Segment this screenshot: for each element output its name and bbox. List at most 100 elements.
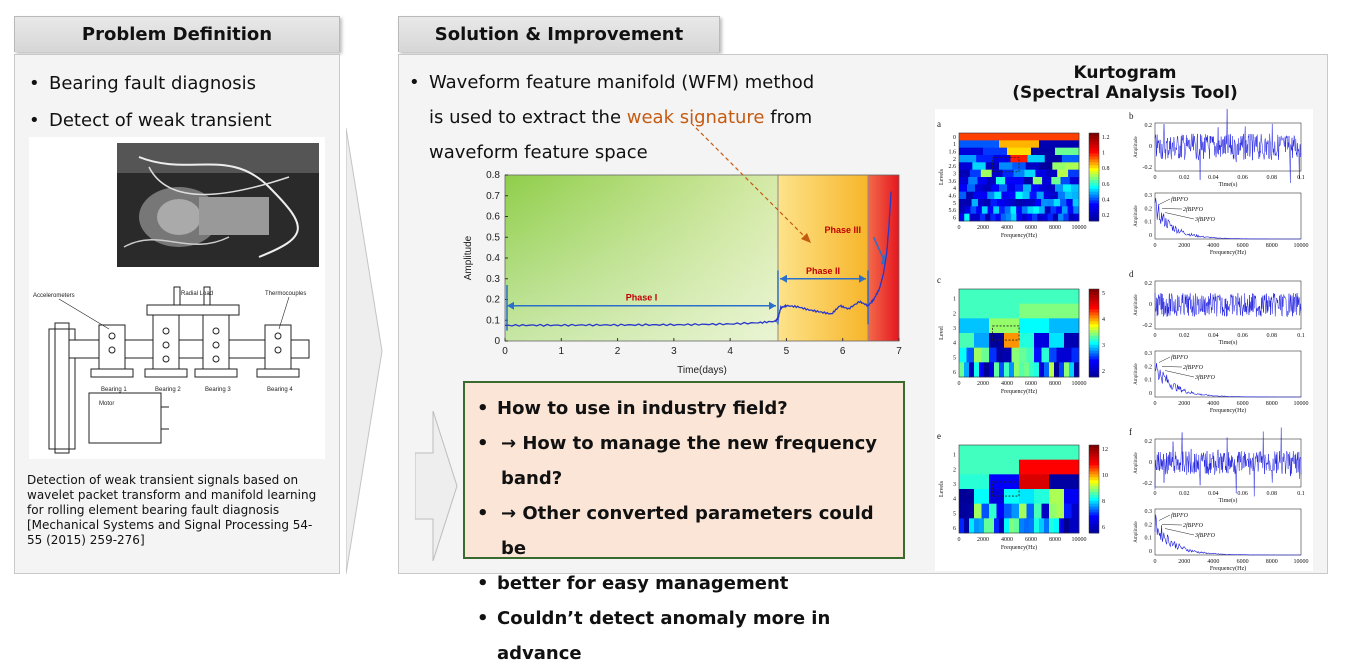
levels-axis-label: Levels [939,168,945,185]
colorbar-cell [1089,294,1099,299]
kurtogram-cell [1024,362,1030,378]
bullet-wfm: Waveform feature manifold (WFM) method i… [407,65,907,170]
time-tick-label: 0.06 [1237,491,1248,497]
freq-tick-label: 8000 [1049,381,1061,387]
colorbar-tick-label: 1 [1102,151,1105,157]
kurtogram-cell [1044,155,1063,163]
kurtogram-cell [1004,333,1020,348]
kurtogram-cell [1071,191,1080,200]
kurtogram-cell [959,318,990,334]
kurtogram-cell [1073,213,1080,222]
kurtogram-cell [959,333,975,348]
problem-definition-tab[interactable]: Problem Definition [14,16,340,52]
label-bearing4: Bearing 4 [267,387,293,393]
colorbar-cell [1089,530,1099,534]
colorbar-tick-label: 2 [1102,369,1105,375]
solution-tab[interactable]: Solution & Improvement [398,16,720,52]
kurtogram-cell [996,199,1004,207]
kurtogram-cell [964,518,970,534]
chart-xlabel: Time(days) [677,365,727,376]
kurtogram-cell [1052,213,1059,222]
wfm-line1: Waveform feature manifold (WFM) method [429,72,815,93]
kurtogram-cell [991,184,1000,192]
level-tick-label: 1 [953,142,956,148]
label-bearing3: Bearing 3 [205,387,231,393]
kurtogram-cell [1069,177,1080,185]
colorbar-cell [1089,321,1099,325]
colorbar-cell [1089,359,1099,363]
colorbar-cell [1089,306,1099,310]
kurtogram-cell [1010,155,1028,163]
colorbar-cell [1089,150,1099,154]
kurtogram-cell [977,177,987,185]
kurtogram-cell [969,518,975,534]
kurtogram-cell [959,199,966,207]
colorbar-cell [1089,215,1099,219]
kurtogram-cell [1009,518,1015,534]
kurtogram-cell [1061,155,1080,163]
colorbar-cell [1089,515,1099,519]
freq-tick-label: 2000 [977,381,989,387]
level-tick-label: 5 [953,511,956,517]
kurtogram-cell [959,213,965,222]
time-axis-label: Time(s) [1219,181,1238,188]
amp-axis-label: Amplitude [1134,363,1139,385]
fault-freq-pointer [1164,528,1195,536]
phase-label: Phase III [824,225,861,235]
kurtogram-cell [1009,199,1017,207]
kurtogram-cell [1014,518,1020,534]
level-tick-label: 5 [953,201,956,207]
wfm-line2-post: from [764,107,813,128]
kurtogram-cell [1004,518,1010,534]
kurtogram-cell [1002,169,1014,178]
kurtogram-cell [1034,333,1050,348]
kurtogram-cell [987,191,995,200]
colorbar-cell [1089,471,1099,475]
kurtogram-cell [1027,155,1046,163]
kurtogram-cell [996,503,1005,519]
kurtogram-cell [1050,206,1057,214]
kurtogram-cell [968,177,978,185]
selected-band-box [992,325,1020,341]
level-tick-label: 3 [953,172,956,178]
freq-tick-label: 6000 [1025,225,1037,231]
time-axis-label: Time(s) [1219,497,1238,504]
levels-axis-label: Levels [939,480,945,497]
colorbar-cell [1089,527,1099,531]
kurtogram-cell [959,303,1020,319]
kurtogram-cell [1047,199,1055,207]
time-tick-label: 0.08 [1267,175,1278,181]
question-industry: How to use in industry field? [475,391,903,426]
colorbar-cell [1089,309,1099,313]
kurtogram-cell [989,503,997,519]
kurtogram-cell [993,155,1011,163]
x-tick-label: 3 [671,346,677,357]
kurtogram-cell [1065,162,1080,170]
level-tick-label: 1 [953,453,956,459]
kurtogram-cell [991,169,1003,178]
kurtogram-cell [965,199,972,207]
kurtogram-cell [1004,503,1012,519]
kurtogram-cell [1014,177,1024,185]
colorbar-cell [1089,338,1099,343]
level-tick-label: 2 [953,157,956,163]
colorbar-cell [1089,509,1099,513]
colorbar-tick-label: 0.8 [1102,166,1110,172]
kurtogram-cell [1004,489,1020,504]
fault-freq-pointer [1161,366,1183,368]
y-tick-label: 0.5 [486,232,500,243]
amp-tick-label: 0.2 [1145,439,1153,445]
level-tick-label: 4 [953,341,956,347]
colorbar-cell [1089,297,1099,302]
freq-tick-label: 2000 [1178,401,1190,407]
level-tick-label: 1.6 [949,150,957,156]
colorbar-cell [1089,206,1099,210]
amp-tick-label: -0.2 [1143,481,1153,487]
kurtogram-cell [999,162,1013,170]
amp-tick-label: 0.3 [1145,193,1153,199]
label-radial-load: Radial Load [181,291,213,297]
kurtogram-cell [1034,199,1042,207]
panel-letter-b: b [1129,111,1134,121]
freq-tick-label: 0 [1154,401,1157,407]
freq-axis-label: Frequency(Hz) [1001,232,1037,239]
